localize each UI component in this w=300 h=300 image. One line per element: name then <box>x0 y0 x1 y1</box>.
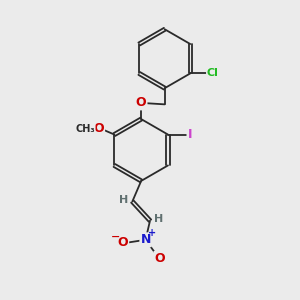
Text: N: N <box>140 233 151 246</box>
Text: O: O <box>118 236 128 249</box>
Text: Cl: Cl <box>207 68 219 78</box>
Text: O: O <box>136 96 146 110</box>
Text: +: + <box>148 228 156 238</box>
Text: O: O <box>94 122 104 135</box>
Text: O: O <box>154 252 165 265</box>
Text: I: I <box>188 128 192 141</box>
Text: −: − <box>111 232 120 242</box>
Text: CH₃: CH₃ <box>75 124 95 134</box>
Text: H: H <box>154 214 163 224</box>
Text: H: H <box>119 195 129 205</box>
